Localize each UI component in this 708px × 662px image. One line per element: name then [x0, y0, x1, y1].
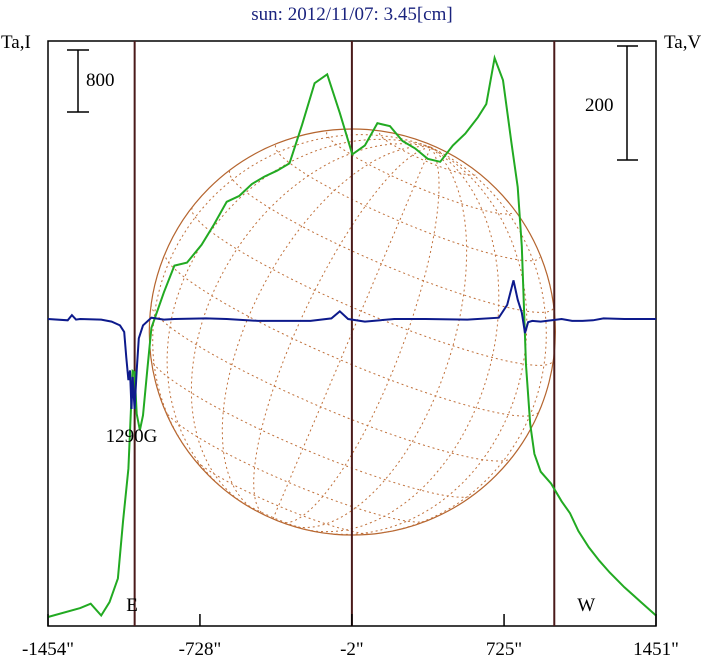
sun-grid-line — [292, 146, 468, 529]
sun-grid-line — [190, 143, 431, 506]
sun-grid-line — [272, 147, 432, 520]
right-axis-label: Ta,V — [664, 32, 701, 53]
x-tick-label: -728" — [179, 639, 222, 660]
sun-grid-line — [193, 458, 372, 535]
series-v-line — [47, 280, 656, 410]
x-tick-label: 725" — [486, 639, 522, 660]
sun-grid-line — [228, 170, 554, 313]
sun-grid-line — [150, 304, 512, 462]
sun-grid-line — [221, 146, 431, 510]
limb-label-west: W — [577, 595, 595, 616]
sun-grid-line — [301, 146, 500, 533]
field-strength-annotation: 1290G — [106, 426, 158, 447]
sun-grid-line — [166, 138, 431, 492]
scale-bar-left: 800 — [67, 49, 115, 113]
sun-grid-line — [326, 132, 515, 215]
limb-label-east: E — [126, 595, 138, 616]
sun-grid-line — [253, 146, 431, 516]
x-tick-label: -2" — [340, 639, 364, 660]
chart-title: sun: 2012/11/07: 3.45[cm] — [251, 4, 452, 25]
sun-grid-line — [152, 134, 431, 450]
sun-grid-line — [325, 146, 528, 535]
x-axis-ticks: -1454" -728" -2" 725" 1451" — [22, 614, 679, 660]
sun-grid-line — [164, 410, 427, 523]
x-tick-label: 1451" — [633, 639, 679, 660]
x-tick-label: -1454" — [22, 639, 74, 660]
sun-grid-line — [235, 497, 314, 532]
left-axis-label: Ta,I — [1, 32, 31, 53]
scale-bar-right-label: 200 — [585, 95, 614, 116]
series-i-line — [47, 54, 657, 618]
sun-grid-line — [383, 146, 547, 534]
scale-bar-right: 200 — [585, 45, 638, 161]
sun-grid-line — [280, 146, 440, 524]
sun-grid-line — [150, 358, 474, 498]
sun-grid-line — [164, 252, 540, 417]
scale-bar-left-label: 800 — [86, 70, 115, 91]
